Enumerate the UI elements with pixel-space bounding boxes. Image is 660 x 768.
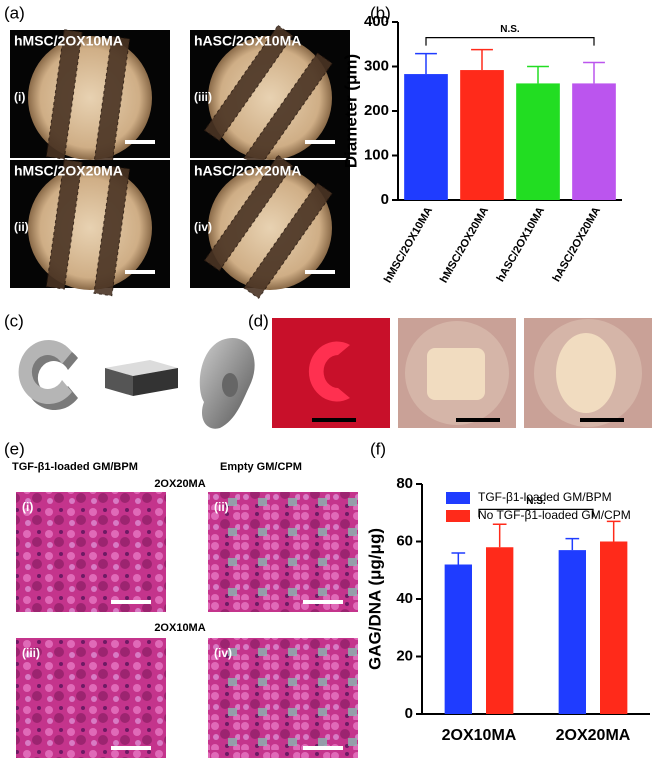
micrograph-label: (iv) [194, 220, 212, 234]
histology-label: (i) [22, 500, 33, 514]
legend-swatch [446, 492, 470, 504]
panel-label: (a) [4, 3, 25, 22]
significance-bracket [425, 36, 595, 46]
histology-label: (iii) [22, 646, 40, 660]
bar [572, 83, 616, 200]
micrograph-title: hMSC/2OX20MA [14, 163, 123, 179]
micrograph-label: (iii) [194, 90, 212, 104]
bar [558, 550, 586, 714]
bar [600, 541, 628, 714]
histology-label: (iv) [214, 646, 232, 660]
significance-label: N.S. [500, 24, 520, 35]
scale-bar [305, 270, 335, 274]
panel-label: (f) [370, 439, 386, 458]
histology-image [208, 638, 358, 758]
histology-image [16, 638, 166, 758]
printed-strand [45, 159, 83, 290]
y-tick-label: 80 [396, 475, 413, 492]
x-tick-label: hMSC/2OX20MA [438, 205, 491, 285]
printed-strand [243, 52, 333, 169]
printed-strand [93, 35, 131, 167]
micrograph-title: hMSC/2OX10MA [14, 33, 123, 49]
micrograph-title: hASC/2OX10MA [194, 33, 301, 49]
legend-swatch [446, 510, 470, 522]
y-tick-label: 60 [396, 532, 413, 549]
x-tick-label: hASC/2OX20MA [551, 205, 604, 284]
bar [516, 83, 560, 200]
x-tick-label: 2OX10MA [442, 727, 517, 744]
micrograph-field [208, 166, 332, 290]
row-header: 2OX20MA [154, 478, 205, 490]
y-tick-label: 100 [364, 146, 389, 163]
scale-bar [125, 270, 155, 274]
micrograph-label: (i) [14, 90, 25, 104]
panel-label: (d) [248, 311, 269, 330]
bar [404, 74, 448, 200]
histology-image [16, 492, 166, 612]
x-tick-label: hMSC/2OX10MA [382, 205, 435, 285]
y-tick-label: 40 [396, 590, 413, 607]
bar [486, 547, 514, 714]
printed-strand [203, 154, 294, 272]
significance-label: N.S. [526, 496, 546, 507]
column-header: TGF-β1-loaded GM/BPM [12, 461, 138, 473]
scale-bar [125, 140, 155, 144]
y-tick-label: 0 [405, 705, 413, 722]
legend-label: No TGF-β1-loaded GM/CPM [478, 508, 631, 522]
scale-bar [111, 600, 151, 604]
significance-bracket [478, 508, 594, 518]
histology-image [208, 492, 358, 612]
panel-label: (b) [370, 3, 391, 22]
c-shape [18, 339, 78, 410]
row-header: 2OX10MA [154, 622, 205, 634]
bar [444, 564, 472, 714]
printed-strand [45, 29, 83, 160]
printed-strand [93, 165, 131, 297]
panel-label: (c) [4, 311, 24, 330]
x-tick-label: 2OX20MA [556, 727, 631, 744]
y-tick-label: 200 [364, 102, 389, 119]
y-tick-label: 0 [381, 191, 389, 208]
x-tick-label: hASC/2OX10MA [495, 205, 548, 284]
y-tick-label: 300 [364, 57, 389, 74]
scale-bar [305, 140, 335, 144]
printed-strand [243, 182, 333, 299]
bar [460, 70, 504, 200]
y-tick-label: 20 [396, 647, 413, 664]
box-shape [105, 360, 178, 396]
y-axis-label: GAG/DNA (μg/μg) [365, 528, 384, 670]
histology-label: (ii) [214, 500, 229, 514]
legend-label: TGF-β1-loaded GM/BPM [478, 490, 612, 504]
ear-shape [199, 338, 255, 429]
scale-bar [303, 600, 343, 604]
y-tick-label: 400 [364, 13, 389, 30]
scale-bar [111, 746, 151, 750]
panel-label: (e) [4, 439, 25, 458]
printed-construct-photo [272, 318, 652, 428]
scale-bar [303, 746, 343, 750]
micrograph-label: (ii) [14, 220, 29, 234]
y-axis-label: Diameter (μm) [341, 54, 360, 168]
micrograph-field [208, 36, 332, 160]
micrograph-title: hASC/2OX20MA [194, 163, 301, 179]
column-header: Empty GM/CPM [220, 461, 302, 473]
